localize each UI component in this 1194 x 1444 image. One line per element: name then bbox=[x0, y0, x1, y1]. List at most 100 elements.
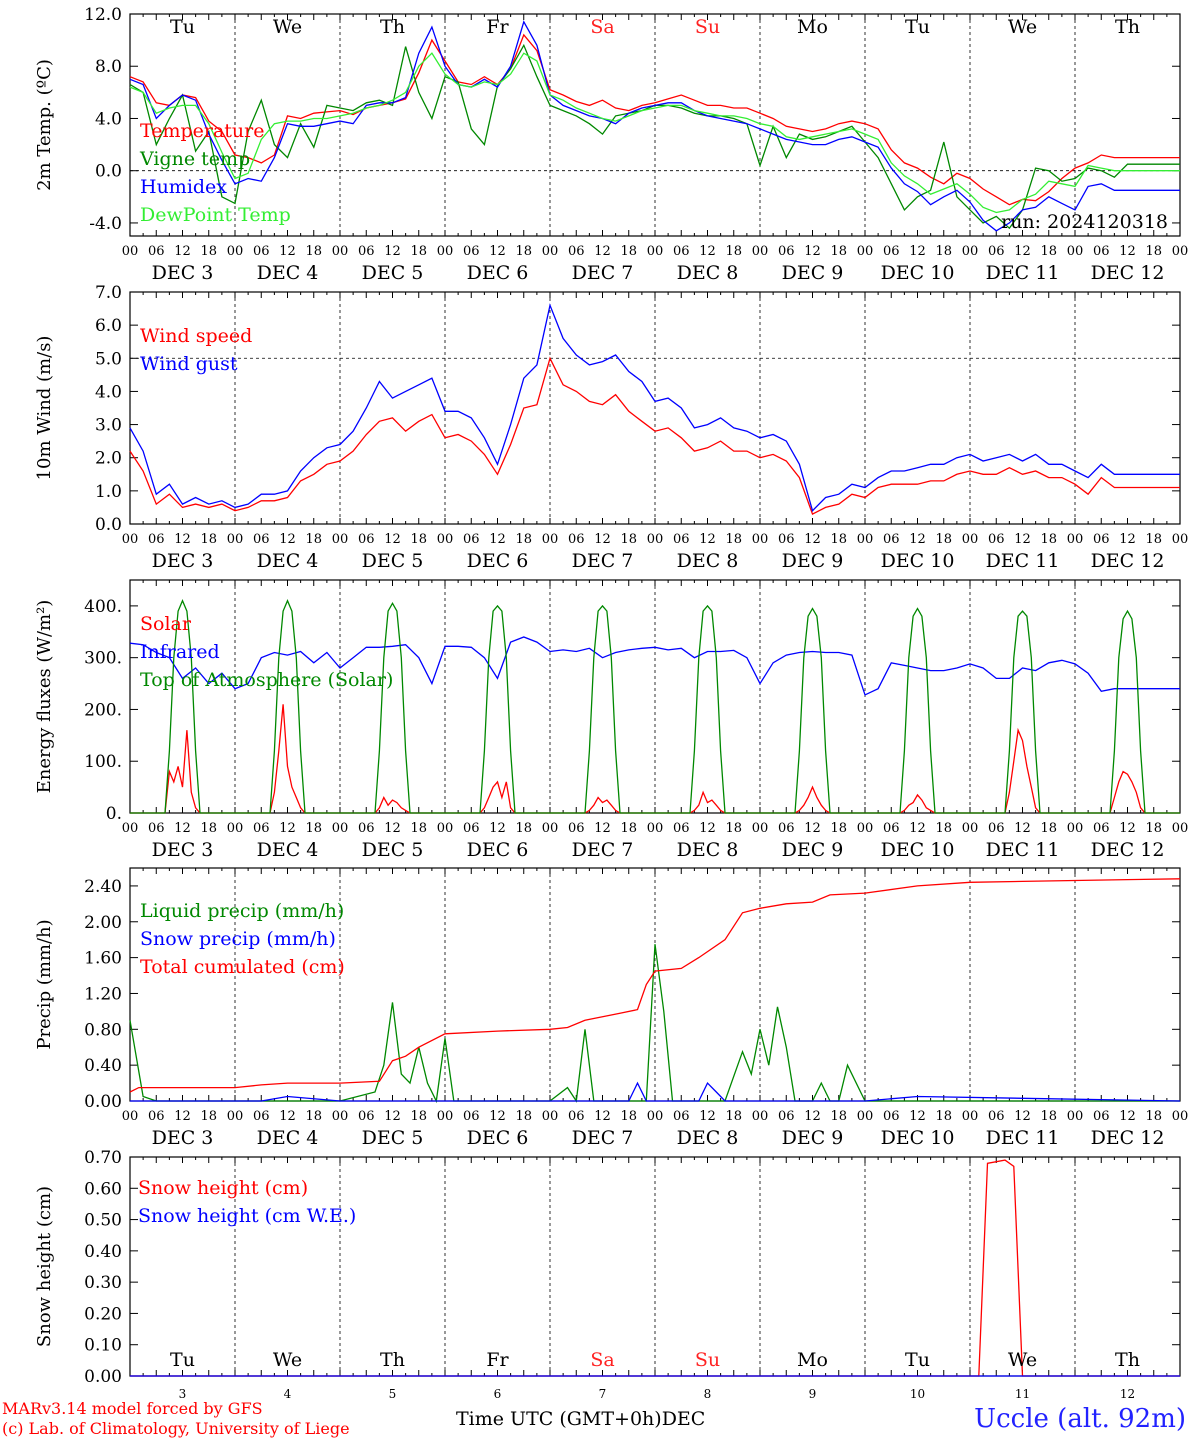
y-tick-label: 100. bbox=[84, 752, 122, 772]
x-tick-label: 00 bbox=[857, 1109, 874, 1124]
weekday-label: Fr bbox=[486, 1349, 509, 1371]
x-tick-label: 18 bbox=[935, 532, 952, 547]
x-tick-label: 12 bbox=[489, 821, 506, 836]
x-tick-label: 12 bbox=[489, 532, 506, 547]
x-day-label: DEC 6 bbox=[467, 839, 529, 861]
x-tick-label: 12 bbox=[804, 1109, 821, 1124]
x-day-label: DEC 9 bbox=[782, 262, 844, 284]
x-tick-label: 06 bbox=[463, 532, 480, 547]
x-day-label: DEC 3 bbox=[152, 1127, 214, 1149]
y-tick-label: 1.20 bbox=[84, 984, 122, 1004]
x-tick-label: 06 bbox=[358, 1109, 375, 1124]
series-line-total-cumulated-cm- bbox=[129, 878, 1181, 1093]
weekday-label: Sa bbox=[590, 1349, 614, 1371]
panel-3: 400. 300. 200. 100. 0. Energy fluxes (W/m²) 00… bbox=[34, 579, 1188, 861]
y-tick-label: 7.0 bbox=[95, 283, 122, 303]
x-tick-label: 18 bbox=[620, 532, 637, 547]
legend-entry: Total cumulated (cm) bbox=[140, 956, 345, 978]
legend-entry: Humidex bbox=[140, 176, 227, 198]
x-day-number: 3 bbox=[179, 1387, 187, 1401]
y-tick-label: 200. bbox=[84, 700, 122, 720]
x-tick-label: 06 bbox=[673, 821, 690, 836]
y-tick-label: 2.40 bbox=[84, 877, 122, 897]
x-day-number: 11 bbox=[1015, 1387, 1030, 1401]
y-tick-label: 0.0 bbox=[95, 515, 122, 535]
x-tick-label: 12 bbox=[594, 1109, 611, 1124]
x-tick-label: 06 bbox=[988, 1109, 1005, 1124]
x-tick-label: 06 bbox=[358, 244, 375, 259]
x-day-label: DEC 4 bbox=[257, 550, 319, 572]
y-tick-label: 5.0 bbox=[95, 349, 122, 369]
series-line-humidex bbox=[129, 20, 1180, 232]
y-tick-label: 0.40 bbox=[84, 1056, 122, 1076]
x-tick-label: 18 bbox=[305, 244, 322, 259]
x-tick-label: 18 bbox=[935, 821, 952, 836]
x-tick-label: 00 bbox=[332, 532, 349, 547]
x-tick-label: 00 bbox=[647, 532, 664, 547]
x-tick-label: 00 bbox=[1172, 1109, 1189, 1124]
panel-1: 12.0 8.0 4.0 0.0 -4.0 2m Temp. (ºC) 00 06 12 18 00… bbox=[34, 5, 1188, 284]
x-tick-label: 18 bbox=[1040, 244, 1057, 259]
x-tick-label: 00 bbox=[332, 821, 349, 836]
x-tick-label: 06 bbox=[568, 821, 585, 836]
x-tick-label: 18 bbox=[200, 244, 217, 259]
x-day-label: DEC 8 bbox=[677, 262, 739, 284]
x-day-label: DEC 5 bbox=[362, 839, 424, 861]
x-day-label: DEC 10 bbox=[881, 262, 955, 284]
x-tick-label: 06 bbox=[253, 244, 270, 259]
y-tick-label: -4.0 bbox=[89, 214, 122, 234]
x-tick-label: 12 bbox=[1119, 532, 1136, 547]
panel-2: 7.0 6.0 5.0 4.0 3.0 2.0 1.0 0.0 10m Wind (m/s) 00… bbox=[34, 283, 1188, 572]
x-tick-label: 00 bbox=[332, 244, 349, 259]
x-tick-label: 00 bbox=[857, 821, 874, 836]
x-tick-label: 12 bbox=[489, 244, 506, 259]
model-credit: MARv3.14 model forced by GFS bbox=[2, 1399, 263, 1418]
x-tick-label: 18 bbox=[830, 821, 847, 836]
x-tick-label: 06 bbox=[778, 532, 795, 547]
x-tick-label: 00 bbox=[962, 821, 979, 836]
x-day-number: 10 bbox=[910, 1387, 925, 1401]
x-day-label: DEC 5 bbox=[362, 550, 424, 572]
x-tick-label: 18 bbox=[305, 1109, 322, 1124]
x-tick-label: 12 bbox=[279, 821, 296, 836]
x-day-label: DEC 11 bbox=[986, 262, 1060, 284]
panel-5: 0.70 0.60 0.50 0.40 0.30 0.20 0.10 0.00 Snow hei… bbox=[34, 1148, 1181, 1401]
weekday-label: Th bbox=[380, 16, 405, 38]
x-day-label: DEC 6 bbox=[467, 1127, 529, 1149]
x-day-label: DEC 3 bbox=[152, 550, 214, 572]
y-tick-label: 4.0 bbox=[95, 109, 122, 129]
x-tick-label: 12 bbox=[804, 244, 821, 259]
x-day-number: 5 bbox=[389, 1387, 397, 1401]
y-tick-label: 0.60 bbox=[84, 1179, 122, 1199]
x-tick-label: 18 bbox=[725, 1109, 742, 1124]
x-day-label: DEC 6 bbox=[467, 262, 529, 284]
x-tick-label: 12 bbox=[279, 1109, 296, 1124]
x-tick-label: 00 bbox=[752, 532, 769, 547]
x-tick-label: 18 bbox=[725, 532, 742, 547]
weekday-label: Mo bbox=[797, 16, 828, 38]
x-day-number: 4 bbox=[284, 1387, 292, 1401]
x-tick-label: 06 bbox=[1093, 821, 1110, 836]
legend-entry: Temperature bbox=[140, 120, 264, 142]
x-day-label: DEC 10 bbox=[881, 839, 955, 861]
weekday-label: Su bbox=[695, 16, 720, 38]
x-day-label: DEC 3 bbox=[152, 262, 214, 284]
x-tick-label: 00 bbox=[752, 1109, 769, 1124]
y-tick-label: 0. bbox=[106, 804, 122, 824]
y-tick-label: 0.30 bbox=[84, 1273, 122, 1293]
y-axis-label: 2m Temp. (ºC) bbox=[34, 59, 55, 191]
x-day-number: 9 bbox=[809, 1387, 817, 1401]
x-day-label: DEC 9 bbox=[782, 839, 844, 861]
x-tick-label: 18 bbox=[410, 244, 427, 259]
x-day-label: DEC 7 bbox=[572, 1127, 634, 1149]
x-tick-label: 18 bbox=[410, 821, 427, 836]
weekday-label: We bbox=[273, 1349, 302, 1371]
x-tick-label: 06 bbox=[778, 244, 795, 259]
x-day-label: DEC 12 bbox=[1091, 550, 1165, 572]
weekday-label: Mo bbox=[797, 1349, 828, 1371]
x-tick-label: 12 bbox=[909, 532, 926, 547]
x-tick-label: 00 bbox=[332, 1109, 349, 1124]
x-day-label: DEC 12 bbox=[1091, 839, 1165, 861]
x-day-label: DEC 5 bbox=[362, 262, 424, 284]
